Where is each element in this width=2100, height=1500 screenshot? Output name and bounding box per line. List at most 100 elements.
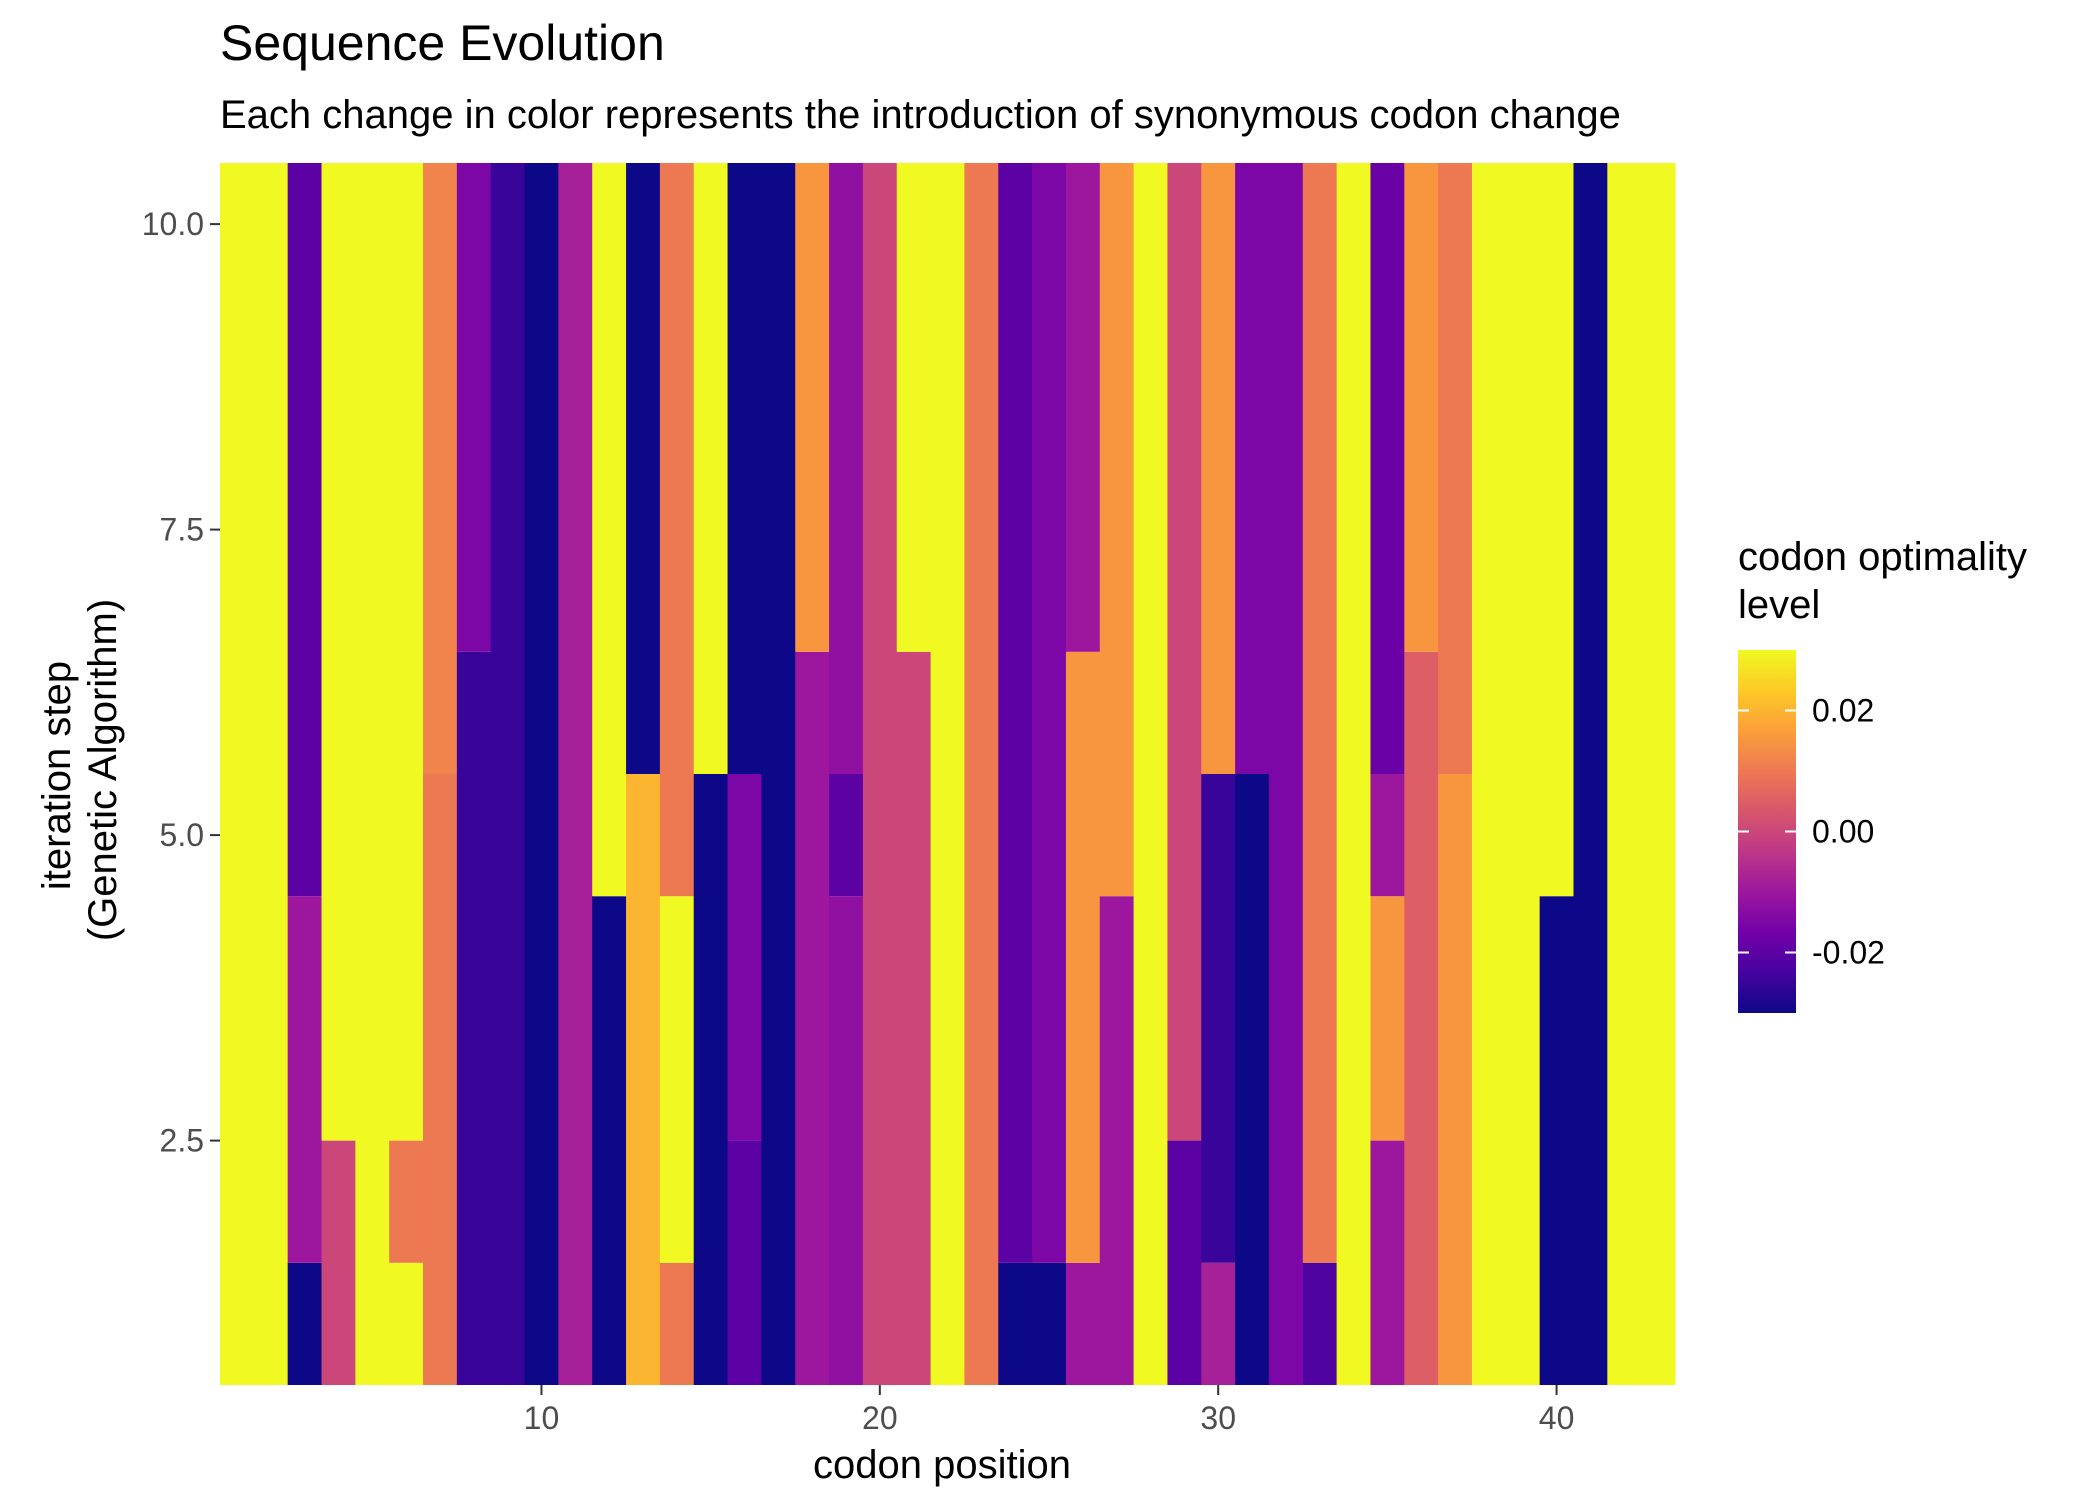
heatmap-cell	[287, 163, 323, 897]
heatmap-cell	[693, 163, 729, 774]
heatmap-cell	[896, 163, 932, 652]
heatmap-cell	[761, 163, 796, 1385]
heatmap-cell	[1573, 163, 1608, 1385]
heatmap-cell	[626, 163, 661, 774]
heatmap-cell	[1201, 163, 1236, 774]
heatmap-cell	[727, 774, 762, 1141]
heatmap-cell	[423, 774, 458, 1385]
heatmap-cell	[896, 651, 932, 1385]
heatmap-cell	[626, 774, 661, 1385]
heatmap-cell	[1438, 774, 1473, 1385]
heatmap-cell	[1201, 1262, 1236, 1385]
heatmap-cell	[1167, 1140, 1202, 1385]
heatmap-cell	[1336, 163, 1372, 1385]
y-axis: 2.5 5.0 7.5 10.0	[142, 206, 220, 1159]
x-axis-title: codon position	[813, 1443, 1071, 1487]
heatmap-cell	[456, 651, 492, 1385]
legend-tick-label: -0.02	[1812, 935, 1885, 971]
heatmap-cell	[423, 163, 458, 774]
legend-tick-label: 0.02	[1812, 693, 1874, 729]
y-axis-title: iteration step (Genetic Algorithm)	[35, 599, 125, 941]
x-axis: 10 20 30 40	[524, 1385, 1575, 1436]
heatmap-cell	[1268, 163, 1304, 1385]
heatmap-cell	[389, 1262, 424, 1385]
heatmap-cell	[1235, 163, 1270, 774]
x-tick-label: 10	[524, 1400, 560, 1436]
heatmap-cell	[998, 1262, 1033, 1385]
heatmap-cell	[287, 1262, 323, 1385]
legend-title-line-1: codon optimality	[1738, 535, 2027, 579]
heatmap-cell	[220, 163, 255, 1385]
heatmap-cell	[795, 651, 830, 1385]
x-tick-label: 40	[1539, 1400, 1575, 1436]
heatmap-cell	[1235, 774, 1270, 1385]
y-tick-label: 2.5	[160, 1123, 204, 1159]
heatmap-cell	[1032, 163, 1067, 1263]
heatmap-cell	[490, 163, 526, 1385]
heatmap-cell	[998, 163, 1033, 1263]
heatmap-cell	[1099, 896, 1135, 1385]
heatmap-cell	[795, 163, 830, 652]
heatmap-cell	[1370, 896, 1405, 1141]
heatmap-cell	[1370, 163, 1405, 774]
heatmap-cell	[592, 163, 627, 897]
heatmap-cell	[1032, 1262, 1067, 1385]
heatmap-cell	[1167, 163, 1202, 1141]
heatmap-cell	[829, 163, 864, 774]
heatmap-cell	[1505, 163, 1541, 1385]
heatmap-cell	[862, 163, 898, 1385]
heatmap-cell	[930, 163, 966, 1385]
heatmap-cell	[355, 163, 390, 1385]
heatmap-cell	[1099, 163, 1135, 897]
heatmap-cell	[659, 163, 695, 897]
legend-ticks: 0.02 0.00 -0.02	[1738, 693, 1885, 971]
heatmap-cell	[456, 163, 492, 652]
heatmap-cell	[1404, 163, 1439, 652]
heatmap-cell	[1539, 896, 1575, 1385]
heatmap-cell	[1201, 774, 1236, 1263]
heatmap-cell	[1607, 163, 1642, 1385]
heatmap-cell	[829, 774, 864, 897]
x-tick-label: 30	[1200, 1400, 1236, 1436]
y-axis-title-line-1: iteration step	[35, 661, 79, 890]
color-legend: codon optimality level 0.02 0.00 -0.02	[1738, 535, 2027, 1013]
heatmap-cell	[1065, 163, 1101, 652]
heatmap-cell	[1471, 163, 1507, 1385]
heatmap-cell	[1438, 163, 1473, 774]
heatmap-cell	[321, 1140, 356, 1385]
heatmap-cell	[1404, 651, 1439, 1385]
heatmap-cell	[1133, 163, 1169, 1385]
heatmap-cell	[389, 163, 424, 1141]
chart-subtitle: Each change in color represents the intr…	[220, 93, 1621, 137]
heatmap-cell	[287, 896, 323, 1263]
y-tick-label: 10.0	[142, 206, 204, 242]
heatmap-cell	[727, 1140, 762, 1385]
heatmap-cell	[659, 896, 695, 1263]
heatmap-cell	[727, 163, 762, 774]
heatmap-cell	[1539, 163, 1575, 897]
heatmap-cell	[659, 1262, 695, 1385]
heatmap-cell	[1641, 163, 1676, 1385]
heatmap-cell	[964, 163, 999, 1385]
heatmap-cell	[592, 896, 627, 1385]
heatmap-cell	[253, 163, 289, 1385]
y-axis-title-line-2: (Genetic Algorithm)	[81, 599, 125, 941]
heatmap-cell	[1302, 163, 1338, 1263]
y-tick-label: 5.0	[160, 817, 204, 853]
heatmap-cell	[1370, 774, 1405, 897]
chart-title: Sequence Evolution	[220, 15, 665, 71]
heatmap-cells	[220, 163, 1676, 1385]
heatmap-cell	[1370, 1140, 1405, 1385]
heatmap-cell	[558, 163, 593, 1385]
heatmap-cell	[524, 163, 559, 1385]
heatmap-cell	[389, 1140, 424, 1263]
heatmap-cell	[1065, 1262, 1101, 1385]
legend-title-line-2: level	[1738, 583, 1820, 627]
heatmap-cell	[1065, 651, 1101, 1263]
heatmap-cell	[1302, 1262, 1338, 1385]
legend-tick-label: 0.00	[1812, 814, 1874, 850]
x-tick-label: 20	[862, 1400, 898, 1436]
y-tick-label: 7.5	[160, 512, 204, 548]
heatmap-cell	[321, 163, 356, 1141]
